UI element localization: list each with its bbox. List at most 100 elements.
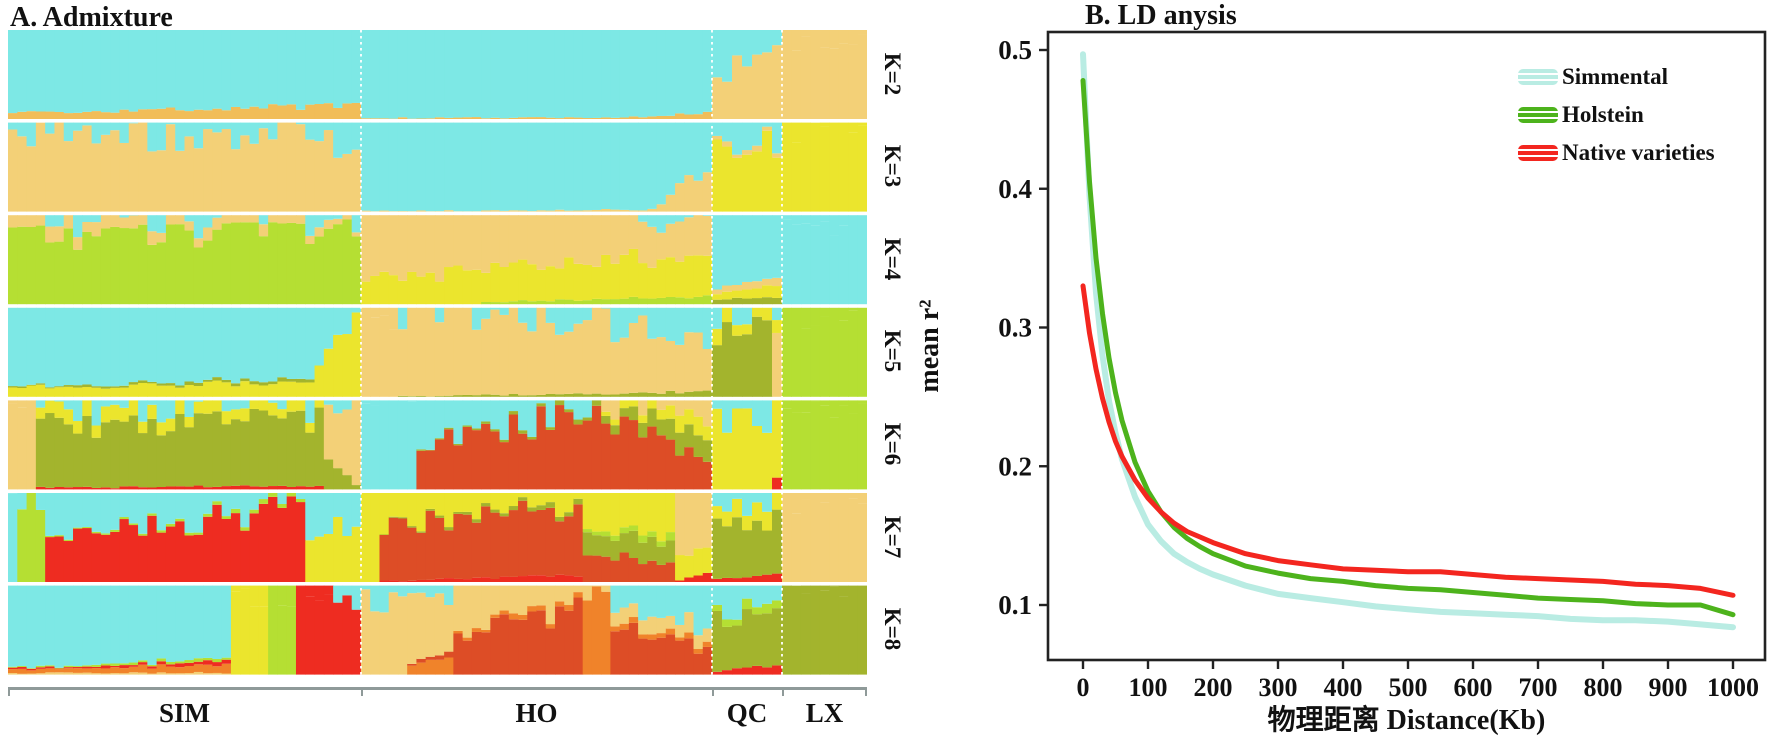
admixture-bar-segment — [63, 30, 74, 114]
admixture-bar-segment — [128, 122, 139, 124]
admixture-bar-segment — [490, 117, 501, 119]
admixture-bar-segment — [591, 307, 602, 394]
admixture-bar-segment — [184, 230, 195, 305]
admixture-bar-segment — [175, 150, 186, 212]
admixture-bar-segment — [286, 378, 297, 382]
admixture-bar-segment — [762, 432, 773, 490]
admixture-bar-segment — [647, 616, 658, 635]
admixture-bar-segment — [800, 593, 811, 675]
admixture-bar-segment — [82, 672, 93, 675]
admixture-bar-segment — [554, 118, 565, 119]
admixture-bar-segment — [601, 209, 611, 212]
admixture-bar-segment — [732, 517, 743, 579]
admixture-bar-segment — [772, 30, 783, 46]
group-axis-tick — [712, 687, 714, 696]
admixture-bar-segment — [499, 400, 510, 440]
admixture-bar-segment — [693, 122, 704, 181]
admixture-bar-segment — [379, 271, 390, 305]
admixture-bar-segment — [693, 456, 704, 490]
admixture-bar-segment — [693, 296, 704, 305]
admixture-bar-segment — [416, 531, 427, 533]
admixture-bar-segment — [665, 628, 676, 635]
admixture-bar-segment — [351, 526, 362, 582]
admixture-bar-segment — [601, 400, 611, 412]
admixture-bar-segment — [481, 506, 491, 578]
admixture-bar-segment — [305, 379, 316, 383]
admixture-bar-segment — [702, 400, 713, 427]
admixture-bar-segment — [407, 122, 418, 212]
admixture-bar-segment — [138, 109, 148, 119]
admixture-bar-segment — [693, 548, 704, 576]
admixture-bar-segment — [564, 393, 575, 397]
admixture-bar-segment — [462, 640, 473, 675]
admixture-bar-segment — [286, 104, 297, 119]
admixture-bar-segment — [453, 215, 464, 266]
admixture-bar-segment — [665, 215, 676, 224]
admixture-bar-segment — [91, 425, 102, 438]
admixture-bar-segment — [554, 307, 565, 335]
admixture-bar-segment — [665, 634, 676, 675]
admixture-bar-segment — [638, 215, 648, 222]
admixture-bar-segment — [17, 307, 28, 387]
admixture-bar-segment — [564, 585, 575, 606]
admixture-bar-segment — [619, 209, 630, 212]
admixture-bar-segment — [647, 400, 658, 409]
ld-curve-native-varieties — [1080, 283, 1736, 598]
group-axis-tick — [782, 687, 784, 696]
admixture-bar-segment — [610, 209, 621, 212]
admixture-bar-segment — [819, 502, 830, 582]
admixture-bar-segment — [128, 585, 139, 663]
admixture-bar-segment — [848, 585, 859, 675]
admixture-bar-segment — [314, 30, 325, 105]
x-axis-tick-label: 0 — [1077, 673, 1090, 702]
admixture-bar-segment — [591, 555, 602, 582]
admixture-bar-segment — [829, 586, 840, 675]
admixture-bar-segment — [379, 534, 390, 581]
admixture-bar-segment — [295, 410, 306, 487]
admixture-bar-segment — [91, 236, 102, 305]
admixture-bar-segment — [416, 592, 427, 659]
admixture-bar-segment — [212, 666, 223, 673]
admixture-bar-segment — [742, 324, 753, 335]
admixture-bar-segment — [26, 30, 37, 112]
admixture-bar-segment — [819, 316, 830, 397]
admixture-bar-segment — [564, 412, 575, 490]
admixture-bar-segment — [702, 30, 713, 112]
admixture-bar-segment — [782, 122, 793, 212]
admixture-bar-segment — [342, 30, 353, 104]
admixture-bar-segment — [138, 533, 148, 536]
admixture-bar-segment — [684, 638, 695, 675]
admixture-bar-segment — [425, 272, 436, 305]
admixture-bar-segment — [73, 237, 83, 250]
admixture-bar-segment — [481, 400, 491, 422]
admixture-bar-segment — [471, 122, 482, 212]
admixture-bar-segment — [91, 215, 102, 223]
admixture-bar-segment — [838, 596, 849, 675]
admixture-bar-segment — [573, 597, 584, 675]
admixture-bar-segment — [752, 400, 763, 426]
admixture-bar-segment — [128, 662, 139, 666]
admixture-bar-segment — [712, 307, 723, 329]
admixture-bar-segment — [119, 519, 130, 582]
admixture-bar-segment — [323, 130, 334, 212]
admixture-bar-segment — [425, 510, 436, 580]
admixture-bar-segment — [63, 215, 74, 229]
admixture-bar-segment — [518, 117, 528, 119]
admixture-bar-segment — [462, 400, 473, 426]
admixture-bar-segment — [54, 215, 65, 227]
admixture-bar-segment — [82, 585, 93, 666]
admixture-bar-segment — [675, 624, 685, 638]
admixture-bar-segment — [499, 442, 510, 490]
admixture-bar-segment — [351, 400, 362, 486]
admixture-bar-segment — [722, 526, 733, 578]
admixture-bar-segment — [73, 421, 83, 434]
admixture-bar-segment — [838, 400, 849, 406]
admixture-bar-segment — [582, 493, 593, 530]
admixture-bar-segment — [619, 623, 630, 630]
admixture-bar-segment — [742, 66, 753, 119]
admixture-bar-segment — [342, 307, 353, 335]
admixture-bar-segment — [732, 585, 743, 620]
admixture-bar-segment — [138, 585, 148, 661]
admixture-bar-segment — [221, 673, 232, 675]
admixture-bar-segment — [702, 646, 713, 675]
